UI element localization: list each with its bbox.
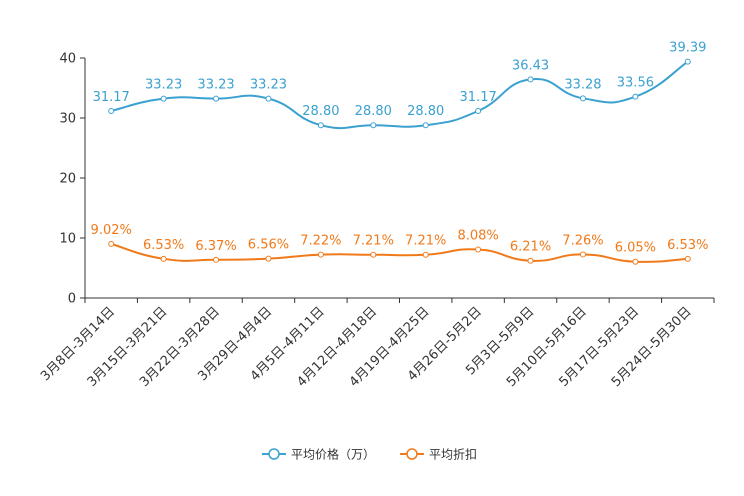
data-label: 31.17	[460, 90, 497, 105]
series-line	[110, 60, 689, 130]
data-label: 6.56%	[248, 238, 289, 253]
legend-label: 平均折扣	[429, 447, 477, 462]
data-point	[475, 246, 482, 253]
data-label: 33.23	[197, 78, 234, 93]
data-point	[108, 107, 115, 114]
data-point	[370, 122, 377, 129]
data-point	[422, 122, 429, 129]
data-point	[579, 95, 586, 102]
legend: 平均价格（万） 平均折扣	[262, 447, 477, 462]
data-label: 7.21%	[353, 234, 394, 249]
data-point	[160, 255, 167, 262]
data-point	[475, 107, 482, 114]
y-tick-label: 30	[59, 112, 76, 127]
data-point	[317, 251, 324, 258]
data-point	[213, 95, 220, 102]
data-label: 36.43	[512, 58, 549, 73]
data-label: 28.80	[407, 104, 444, 119]
data-label: 7.21%	[405, 234, 446, 249]
data-point	[265, 95, 272, 102]
data-label: 39.39	[669, 41, 706, 56]
y-tick-label: 10	[59, 232, 76, 247]
legend-circle-icon	[268, 448, 280, 460]
data-label: 33.23	[145, 78, 182, 93]
data-point	[213, 256, 220, 263]
y-tick-label: 0	[68, 292, 76, 307]
data-point	[527, 257, 534, 264]
data-point	[108, 240, 115, 247]
data-label: 33.56	[617, 76, 654, 91]
legend-item-2[interactable]: 平均折扣	[400, 447, 477, 462]
series-2: 9.02% 6.53% 6.37% 6.56% 7.22% 7.21% 7.21% 8.08%…	[91, 223, 708, 265]
data-label: 6.53%	[667, 238, 708, 253]
series-line	[110, 242, 688, 263]
data-point	[632, 258, 639, 265]
data-label: 6.37%	[195, 239, 236, 254]
data-point	[370, 251, 377, 258]
y-tick-label: 20	[59, 172, 76, 187]
data-point	[632, 93, 639, 100]
legend-circle-icon	[406, 448, 418, 460]
data-point	[684, 58, 691, 65]
data-point	[684, 255, 691, 262]
legend-item-1[interactable]: 平均价格（万）	[262, 447, 375, 462]
data-label: 6.21%	[510, 240, 551, 255]
data-label: 6.53%	[143, 238, 184, 253]
data-point	[317, 122, 324, 129]
data-label: 28.80	[302, 104, 339, 119]
data-label: 8.08%	[457, 229, 498, 244]
series-layer: 31.17 33.23 33.23 33.23 28.80 28.80 28.80 31.17…	[91, 41, 708, 265]
data-point	[422, 251, 429, 258]
data-label: 7.26%	[562, 233, 603, 248]
x-axis-ticks: 3月8日-3月14日3月15日-3月21日3月22日-3月28日3月29日-4月…	[38, 298, 715, 390]
y-axis-ticks: 0 10 20 30 40	[59, 52, 85, 307]
data-point	[265, 255, 272, 262]
data-label: 7.22%	[300, 234, 341, 249]
series-1: 31.17 33.23 33.23 33.23 28.80 28.80 28.80 31.17…	[93, 41, 706, 130]
data-label: 6.05%	[615, 241, 656, 256]
data-label: 9.02%	[91, 223, 132, 238]
data-point	[579, 251, 586, 258]
data-point	[527, 76, 534, 83]
y-tick-label: 40	[59, 52, 76, 67]
data-label: 31.17	[93, 90, 130, 105]
data-label: 33.28	[564, 77, 601, 92]
legend-label: 平均价格（万）	[291, 447, 375, 462]
data-label: 33.23	[250, 78, 287, 93]
data-label: 28.80	[355, 104, 392, 119]
data-point	[160, 95, 167, 102]
